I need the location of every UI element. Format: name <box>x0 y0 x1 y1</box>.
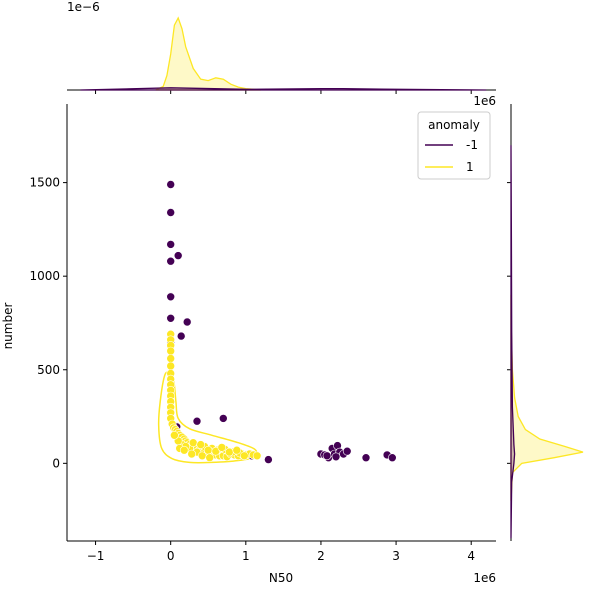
point-anomaly-neg <box>166 208 175 217</box>
point-anomaly-pos <box>170 430 179 440</box>
main-axes: −1 0 1 2 3 4 0 500 1000 1500 <box>29 104 496 563</box>
point-anomaly-pos <box>196 440 205 449</box>
point-anomaly-pos <box>240 451 249 461</box>
point-anomaly-pos <box>187 449 196 459</box>
point-anomaly-neg <box>219 414 228 423</box>
scatter-points <box>166 180 397 464</box>
right-marginal-ticks <box>507 182 511 464</box>
y-tick-label: 1000 <box>29 269 60 283</box>
x-offset-label: 1e6 <box>473 571 496 585</box>
point-anomaly-pos <box>217 443 227 452</box>
point-anomaly-neg <box>182 317 192 327</box>
point-anomaly-neg <box>361 453 371 463</box>
point-anomaly-pos <box>179 445 189 455</box>
x-tick-label: 3 <box>392 549 400 563</box>
legend-label-pos: 1 <box>466 160 474 174</box>
right-kde-anomaly-neg <box>510 145 516 539</box>
x-tick-label: 0 <box>167 549 175 563</box>
point-anomaly-pos <box>205 453 214 463</box>
legend: anomaly -1 1 <box>417 111 491 180</box>
x-tick-label: 4 <box>467 549 475 563</box>
point-anomaly-neg <box>166 180 175 189</box>
point-anomaly-neg <box>166 292 175 302</box>
y-ticks: 0 500 1000 1500 <box>29 176 67 470</box>
legend-box <box>417 111 491 180</box>
point-anomaly-neg <box>322 451 332 461</box>
point-anomaly-neg <box>173 251 183 260</box>
y-tick-label: 0 <box>52 456 60 470</box>
point-anomaly-neg <box>192 416 202 426</box>
top-marginal: 1e−6 <box>67 0 496 94</box>
point-anomaly-pos <box>197 451 207 461</box>
point-anomaly-neg <box>166 240 175 249</box>
point-anomaly-neg <box>166 313 175 323</box>
point-anomaly-pos <box>232 445 242 455</box>
point-anomaly-neg <box>342 446 352 456</box>
top-marginal-kde <box>80 16 487 91</box>
top-kde-anomaly-neg <box>80 87 487 91</box>
legend-title: anomaly <box>428 118 480 132</box>
top-kde-anomaly-pos <box>155 16 261 91</box>
y-tick-label: 500 <box>37 363 60 377</box>
point-anomaly-pos <box>166 361 175 371</box>
x-ticks: −1 0 1 2 3 4 <box>87 541 475 563</box>
point-anomaly-neg <box>387 453 397 463</box>
top-marginal-offset-label: 1e−6 <box>67 0 100 14</box>
point-anomaly-pos <box>166 354 175 363</box>
x-axis-label: N50 <box>269 571 293 585</box>
y-tick-label: 1500 <box>29 176 60 190</box>
point-anomaly-neg <box>331 452 341 462</box>
right-marginal: 1e6 <box>473 94 584 541</box>
x-tick-label: 2 <box>317 549 325 563</box>
right-kde-anomaly-pos <box>510 294 584 501</box>
x-tick-label: −1 <box>87 549 105 563</box>
y-axis-label: number <box>1 303 15 350</box>
legend-label-neg: -1 <box>466 138 478 152</box>
point-anomaly-pos <box>166 346 175 356</box>
point-anomaly-neg <box>176 331 186 341</box>
right-marginal-kde <box>510 145 584 539</box>
point-anomaly-neg <box>264 455 273 464</box>
point-anomaly-pos <box>252 451 262 461</box>
point-anomaly-neg <box>166 256 175 266</box>
right-marginal-offset-label: 1e6 <box>473 94 496 108</box>
point-anomaly-pos <box>225 447 234 457</box>
x-tick-label: 1 <box>242 549 250 563</box>
top-marginal-ticks <box>95 90 472 94</box>
point-anomaly-pos <box>188 438 198 448</box>
